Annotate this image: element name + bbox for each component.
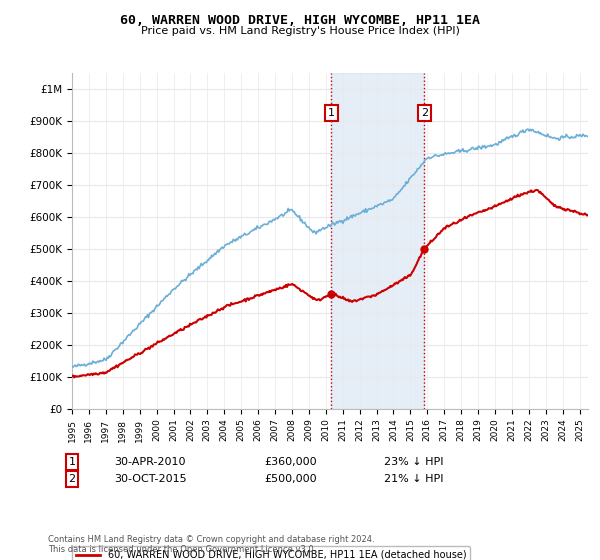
Text: 21% ↓ HPI: 21% ↓ HPI [384, 474, 443, 484]
Text: £360,000: £360,000 [264, 457, 317, 467]
Text: Contains HM Land Registry data © Crown copyright and database right 2024.
This d: Contains HM Land Registry data © Crown c… [48, 535, 374, 554]
Text: 30-OCT-2015: 30-OCT-2015 [114, 474, 187, 484]
Text: 30-APR-2010: 30-APR-2010 [114, 457, 185, 467]
Text: 1: 1 [68, 457, 76, 467]
Text: 2: 2 [68, 474, 76, 484]
Text: 60, WARREN WOOD DRIVE, HIGH WYCOMBE, HP11 1EA: 60, WARREN WOOD DRIVE, HIGH WYCOMBE, HP1… [120, 14, 480, 27]
Legend: 60, WARREN WOOD DRIVE, HIGH WYCOMBE, HP11 1EA (detached house), HPI: Average pri: 60, WARREN WOOD DRIVE, HIGH WYCOMBE, HP1… [72, 546, 470, 560]
Text: 2: 2 [421, 108, 428, 118]
Text: 23% ↓ HPI: 23% ↓ HPI [384, 457, 443, 467]
Bar [331, 73, 424, 409]
Text: £500,000: £500,000 [264, 474, 317, 484]
Text: 1: 1 [328, 108, 335, 118]
Text: Price paid vs. HM Land Registry's House Price Index (HPI): Price paid vs. HM Land Registry's House … [140, 26, 460, 36]
